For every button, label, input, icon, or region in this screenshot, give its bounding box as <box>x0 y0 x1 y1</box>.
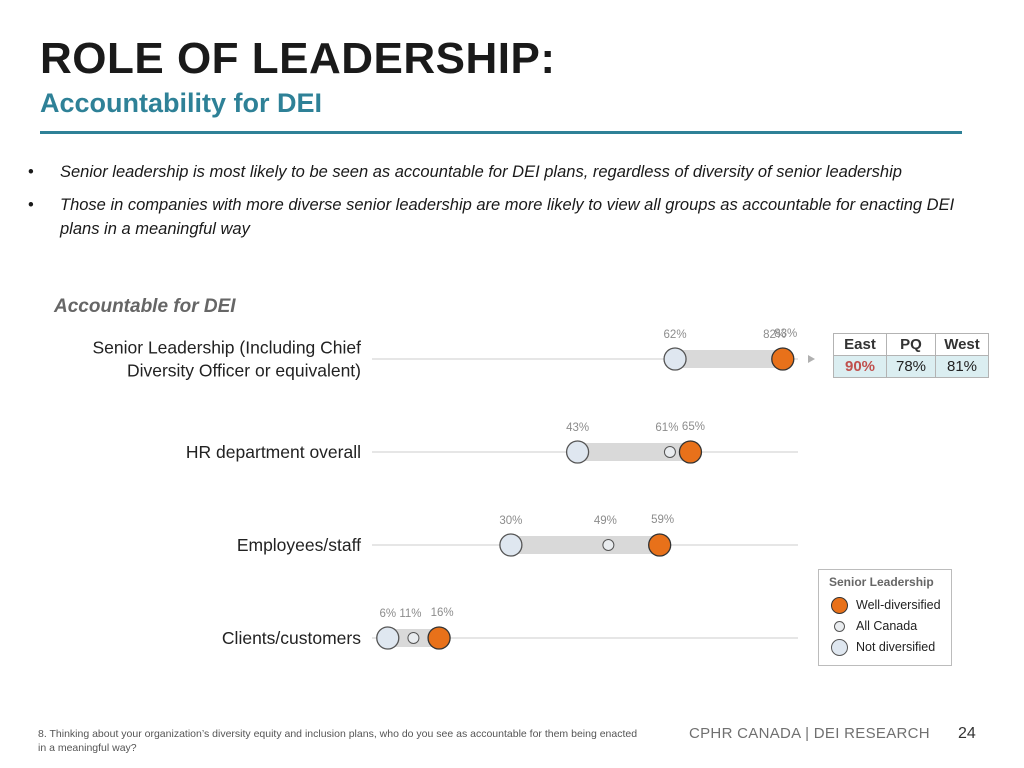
point-not-diversified-employees-staff <box>499 533 523 557</box>
value-label-all-canada: 49% <box>594 515 617 527</box>
regional-header-east: East <box>833 333 887 356</box>
legend-swatch-well-diversified <box>831 597 848 614</box>
value-label-well-diversified: 16% <box>431 607 454 619</box>
legend-title: Senior Leadership <box>829 575 934 589</box>
title-divider <box>40 131 962 134</box>
value-label-not-diversified: 62% <box>664 329 687 341</box>
page-subtitle: Accountability for DEI <box>40 88 323 118</box>
bullet-item: • Those in companies with more diverse s… <box>26 193 996 241</box>
category-label-clients-customers: Clients/customers <box>222 628 361 648</box>
value-label-not-diversified: 6% <box>379 608 396 620</box>
brand-label: CPHR CANADA | DEI RESEARCH <box>689 725 930 742</box>
legend-swatch-not-diversified <box>831 639 848 656</box>
bullet-item: • Senior leadership is most likely to be… <box>26 160 996 184</box>
point-not-diversified-clients-customers <box>376 626 400 650</box>
point-all-canada-clients-customers <box>407 632 420 644</box>
bullet-dot: • <box>28 163 34 181</box>
row-arrow-icon <box>808 355 815 363</box>
bullet-text: Senior leadership is most likely to be s… <box>60 163 902 181</box>
category-label-employees-staff: Employees/staff <box>237 535 361 555</box>
value-label-all-canada: 61% <box>655 422 678 434</box>
point-well-diversified-clients-customers <box>427 626 451 650</box>
point-all-canada-hr-department-overall <box>663 446 676 458</box>
regional-table: East PQ West 90% 78% 81% <box>833 333 989 378</box>
regional-value-row: 90% 78% 81% <box>833 355 989 378</box>
bullet-dot: • <box>28 196 34 214</box>
point-well-diversified-employees-staff <box>648 533 672 557</box>
bullet-list: • Senior leadership is most likely to be… <box>26 160 996 250</box>
range-bar-senior-leadership-including-chief-diversity-officer-or-equivalent <box>675 350 783 368</box>
point-well-diversified-senior-leadership-including-chief-diversity-officer-or-equivalent <box>771 347 795 371</box>
value-label-all-canada: 82% <box>763 329 786 341</box>
value-label-all-canada: 11% <box>399 608 421 620</box>
regional-value-west: 81% <box>935 355 989 378</box>
footnote: 8. Thinking about your organization’s di… <box>38 728 638 754</box>
point-not-diversified-senior-leadership-including-chief-diversity-officer-or-equivalent <box>663 347 687 371</box>
value-label-not-diversified: 43% <box>566 422 589 434</box>
page-number: 24 <box>958 725 976 742</box>
point-not-diversified-hr-department-overall <box>565 440 590 464</box>
bullet-text: Those in companies with more diverse sen… <box>60 196 955 238</box>
value-label-well-diversified: 83% <box>774 328 797 340</box>
category-label-senior-leadership-including-chief-diversity-officer-or-equivalent: Senior Leadership (Including Chief Divers… <box>93 338 362 381</box>
regional-value-pq: 78% <box>886 355 936 378</box>
legend-swatch-all-canada <box>834 621 845 632</box>
regional-header-pq: PQ <box>886 333 936 356</box>
range-bar-hr-department-overall <box>577 443 691 461</box>
value-label-well-diversified: 59% <box>651 514 674 526</box>
value-label-well-diversified: 65% <box>682 421 705 433</box>
regional-value-east: 90% <box>833 355 887 378</box>
chart-title: Accountable for DEI <box>54 296 236 317</box>
point-well-diversified-hr-department-overall <box>678 440 703 464</box>
page-title: ROLE OF LEADERSHIP: <box>40 34 556 83</box>
point-all-canada-employees-staff <box>602 539 615 551</box>
regional-header-row: East PQ West <box>833 333 989 356</box>
legend-label: Not diversified <box>856 640 936 654</box>
legend-label: Well-diversified <box>856 598 941 612</box>
value-label-not-diversified: 30% <box>499 515 522 527</box>
category-label-hr-department-overall: HR department overall <box>186 442 361 462</box>
chart-legend: Senior Leadership Well-diversified All C… <box>818 569 952 666</box>
legend-label: All Canada <box>856 619 918 633</box>
regional-header-west: West <box>935 333 989 356</box>
range-bar-employees-staff <box>510 536 660 554</box>
